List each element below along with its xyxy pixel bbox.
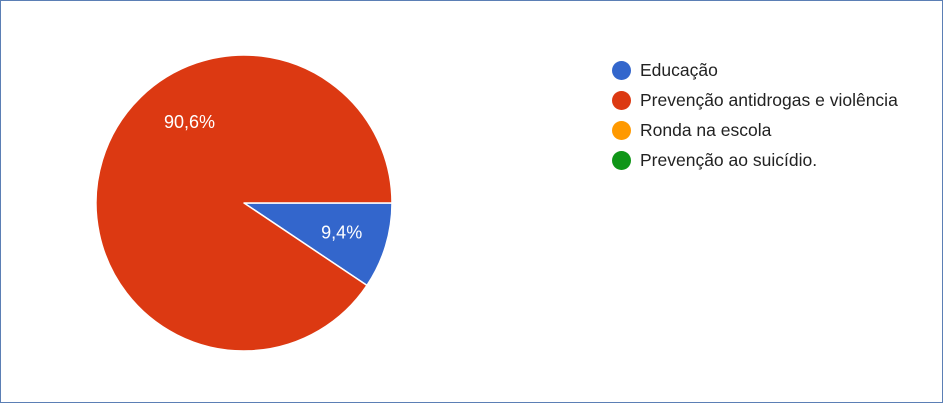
legend-item-educacao: Educação [612,55,898,85]
legend-swatch-ronda-na-escola [612,120,631,140]
slice-label-educacao: 9,4% [321,223,362,243]
legend-label-educacao: Educação [640,59,718,80]
legend-label-prevencao-suicidio: Prevenção ao suicídio. [640,149,818,170]
legend-swatch-educacao [612,60,631,80]
pie-slice-educacao [243,202,393,287]
legend-swatch-prevencao-suicidio [612,150,631,170]
legend-label-ronda-na-escola: Ronda na escola [640,119,772,140]
legend-item-ronda-na-escola: Ronda na escola [612,115,898,145]
legend-item-prevencao-suicidio: Prevenção ao suicídio. [612,145,898,175]
legend: Educação Prevenção antidrogas e violênci… [612,55,898,175]
legend-label-prevencao-antidrogas: Prevenção antidrogas e violência [640,89,898,110]
legend-swatch-prevencao-antidrogas [612,90,631,110]
legend-item-prevencao-antidrogas: Prevenção antidrogas e violência [612,85,898,115]
slice-label-prevencao-antidrogas: 90,6% [164,112,215,132]
pie-slice-prevencao-antidrogas [95,54,393,352]
